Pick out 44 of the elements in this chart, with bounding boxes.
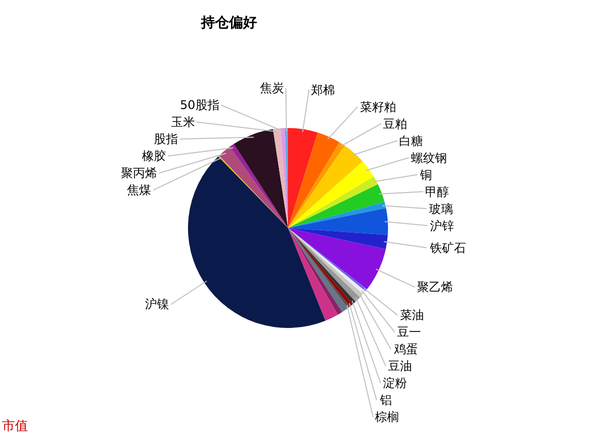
pie-slice bbox=[288, 132, 340, 228]
pie-slice bbox=[288, 146, 363, 228]
slice-label: 铜 bbox=[419, 168, 432, 182]
slice-label: 50股指 bbox=[180, 98, 220, 112]
pie-slice bbox=[288, 208, 388, 235]
slice-label: 白糖 bbox=[399, 134, 423, 148]
pie-slice bbox=[288, 161, 374, 228]
pie-slice bbox=[188, 156, 326, 328]
slice-label: 鸡蛋 bbox=[393, 342, 418, 356]
pie-slice bbox=[272, 128, 288, 228]
slice-label: 淀粉 bbox=[383, 376, 407, 390]
slice-label: 玻璃 bbox=[429, 202, 453, 216]
pie-slice bbox=[280, 128, 288, 228]
slice-label: 豆一 bbox=[397, 325, 421, 339]
slice-label: 聚乙烯 bbox=[417, 280, 453, 294]
slice-label: 玉米 bbox=[171, 115, 195, 129]
slice-label: 菜籽粕 bbox=[360, 100, 396, 114]
pie-slice bbox=[234, 129, 288, 228]
pie-slice bbox=[230, 144, 288, 228]
pie-slice bbox=[288, 228, 388, 250]
slice-label: 豆粕 bbox=[383, 117, 407, 131]
slice-label: 菜油 bbox=[400, 308, 424, 322]
chart-title: 持仓偏好 bbox=[200, 14, 257, 31]
slice-label: 豆油 bbox=[388, 359, 412, 373]
slice-label: 郑棉 bbox=[311, 83, 335, 97]
pie-slice bbox=[288, 142, 345, 228]
text: 市值 bbox=[2, 419, 28, 434]
pie-slice bbox=[288, 228, 386, 290]
slice-label: 焦煤 bbox=[127, 183, 151, 197]
pie-slice bbox=[288, 176, 378, 228]
slice-label: 铝 bbox=[379, 393, 392, 407]
slice-label: 棕榈 bbox=[375, 410, 399, 424]
pie-slice bbox=[288, 128, 318, 228]
pie-slice bbox=[288, 184, 385, 228]
slice-label: 聚丙烯 bbox=[121, 166, 157, 180]
slice-label: 铁矿石 bbox=[429, 241, 466, 255]
slice-label: 焦炭 bbox=[260, 81, 284, 95]
slice-label: 沪锌 bbox=[430, 219, 454, 233]
slice-label: 螺纹钢 bbox=[411, 151, 447, 165]
slice-label: 橡胶 bbox=[142, 149, 166, 163]
slice-label: 沪镍 bbox=[145, 297, 169, 311]
pie-slice bbox=[288, 202, 386, 228]
slice-label: 甲醇 bbox=[425, 185, 449, 199]
slice-label: 股指 bbox=[154, 132, 178, 146]
